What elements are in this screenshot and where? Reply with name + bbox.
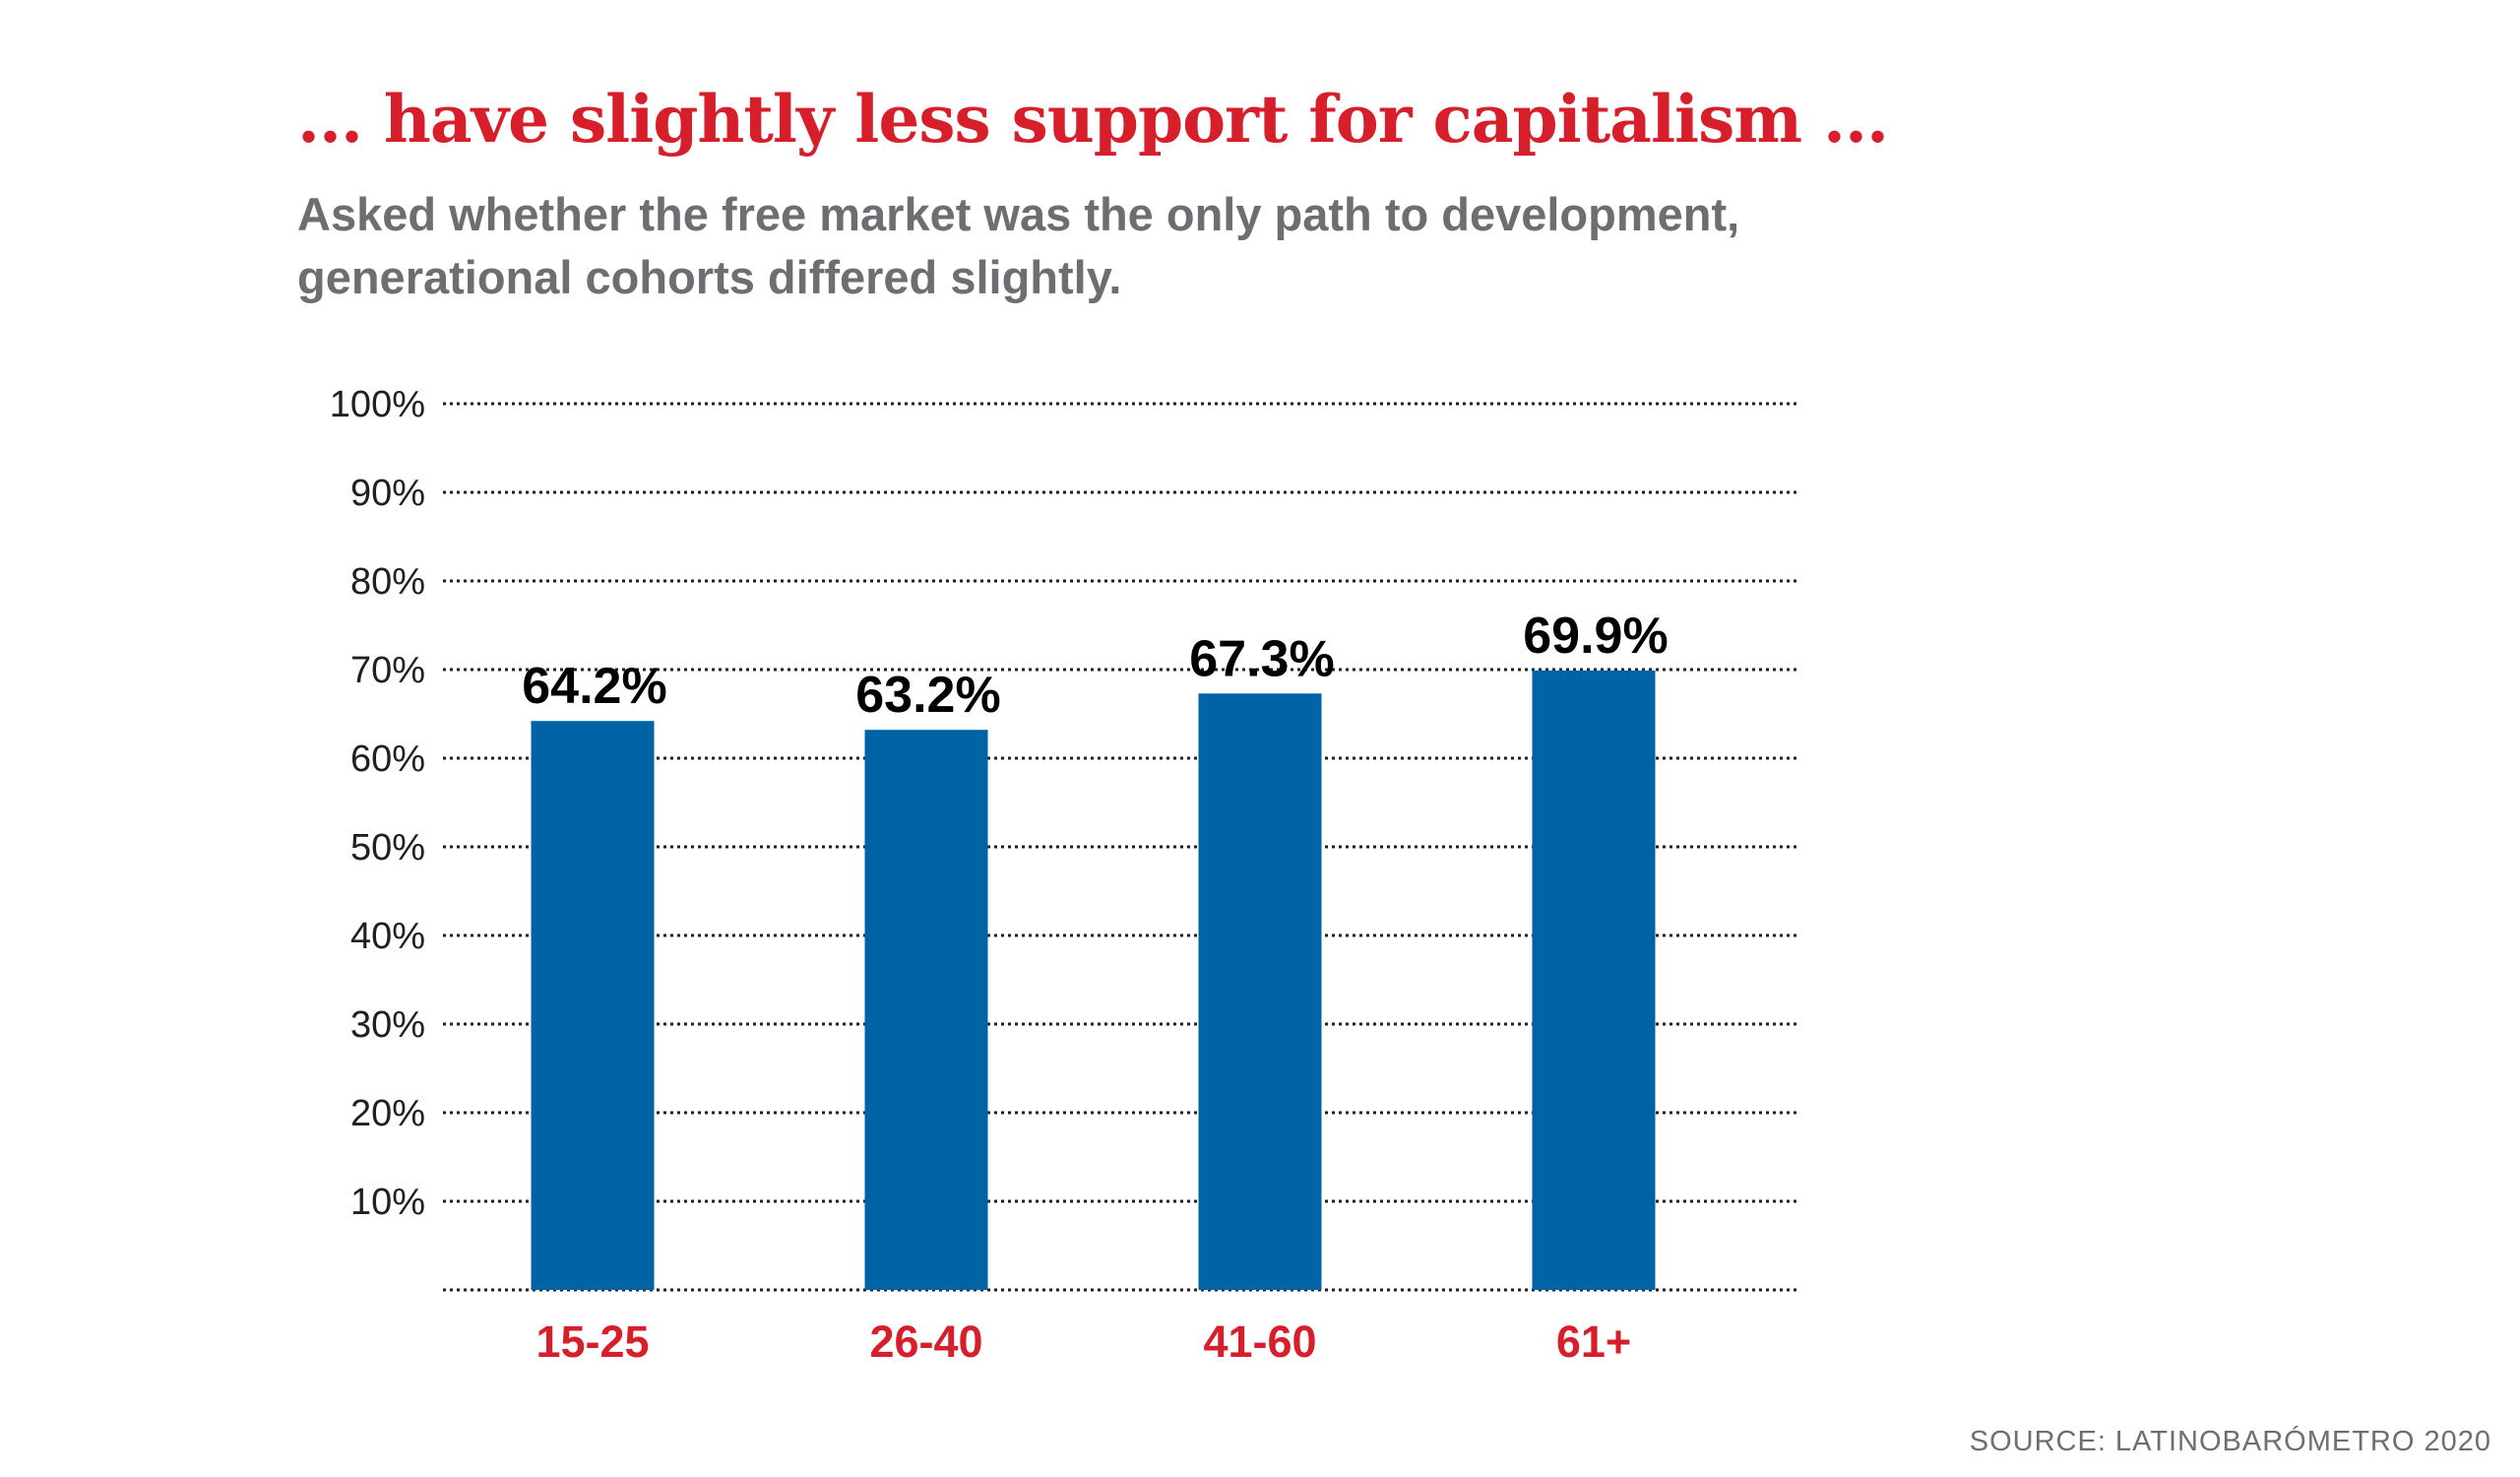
- x-axis-category-labels: 15-25 26-40 41-60 61+: [536, 1316, 1631, 1367]
- y-tick-label: 60%: [350, 738, 425, 780]
- bar: [531, 721, 655, 1290]
- bar: [1198, 693, 1322, 1290]
- bar: [1532, 670, 1656, 1290]
- y-tick-label: 30%: [350, 1004, 425, 1046]
- category-label: 15-25: [536, 1316, 649, 1367]
- chart-subtitle: Asked whether the free market was the on…: [297, 188, 1740, 303]
- value-label: 69.9%: [1523, 608, 1668, 665]
- value-label: 67.3%: [1189, 630, 1334, 687]
- value-label: 64.2%: [522, 658, 666, 715]
- category-label: 41-60: [1203, 1316, 1316, 1367]
- y-tick-label: 90%: [350, 473, 425, 514]
- source-note: SOURCE: LATINOBARÓMETRO 2020: [1969, 1426, 2491, 1457]
- grid-layer: [443, 402, 1796, 1292]
- category-label: 26-40: [869, 1316, 982, 1367]
- category-label: 61+: [1556, 1316, 1631, 1367]
- bar: [864, 730, 988, 1290]
- y-axis-tick-labels: 10% 20% 30% 40% 50% 60% 70% 80% 90% 100%: [330, 384, 425, 1223]
- y-tick-label: 50%: [350, 827, 425, 868]
- value-label: 63.2%: [855, 667, 1000, 724]
- y-tick-label: 20%: [350, 1093, 425, 1134]
- y-tick-label: 70%: [350, 650, 425, 691]
- y-tick-label: 40%: [350, 916, 425, 957]
- y-tick-label: 80%: [350, 561, 425, 603]
- y-tick-label: 10%: [350, 1182, 425, 1223]
- y-tick-label: 100%: [330, 384, 425, 425]
- bar-layer: [531, 670, 1656, 1290]
- value-label-layer: 64.2% 63.2% 67.3% 69.9%: [522, 608, 1668, 724]
- chart-title: ... have slightly less support for capit…: [297, 81, 1889, 158]
